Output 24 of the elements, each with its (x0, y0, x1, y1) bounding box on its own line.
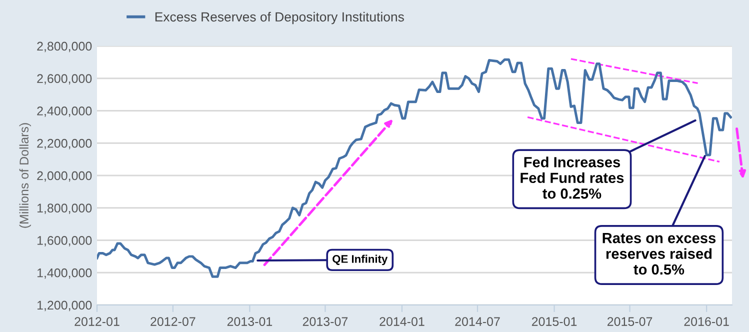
x-tick-label: 2014-07 (455, 317, 500, 326)
y-tick-label: 2,600,000 (37, 74, 92, 85)
x-tick-label: 2015-07 (607, 317, 652, 326)
y-tick-label: 2,200,000 (37, 138, 92, 150)
x-tick-label: 2014-01 (380, 317, 424, 326)
y-tick-label: 1,400,000 (37, 268, 92, 279)
x-tick-label: 2013-07 (302, 317, 348, 326)
line-series (97, 58, 732, 278)
y-tick-label: 2,000,000 (37, 171, 92, 182)
annotation: Fed Increases Fed Fund rates to 0.25% (520, 156, 624, 199)
x-tick-label: 2015-01 (532, 317, 577, 326)
annotation: Rates on excess reserves raised to 0.5% (602, 233, 716, 275)
y-tick-label: 2,800,000 (37, 42, 92, 52)
y-tick-label: 1,600,000 (37, 236, 92, 246)
y-axis-title: (Millions of Dollars) (19, 123, 31, 228)
legend-label: Excess Reserves of Depository Institutions (155, 12, 404, 24)
y-tick-label: 2,400,000 (37, 106, 92, 117)
x-tick-label: 2012-07 (150, 317, 196, 326)
x-tick-label: 2016-01 (684, 317, 729, 326)
x-tick-label: 2012-01 (74, 317, 120, 326)
x-tick-label: 2013-01 (227, 317, 272, 326)
annotation: QE Infinity (332, 254, 388, 266)
y-tick-label: 1,800,000 (37, 204, 92, 214)
y-tick-label: 1,200,000 (37, 300, 92, 312)
